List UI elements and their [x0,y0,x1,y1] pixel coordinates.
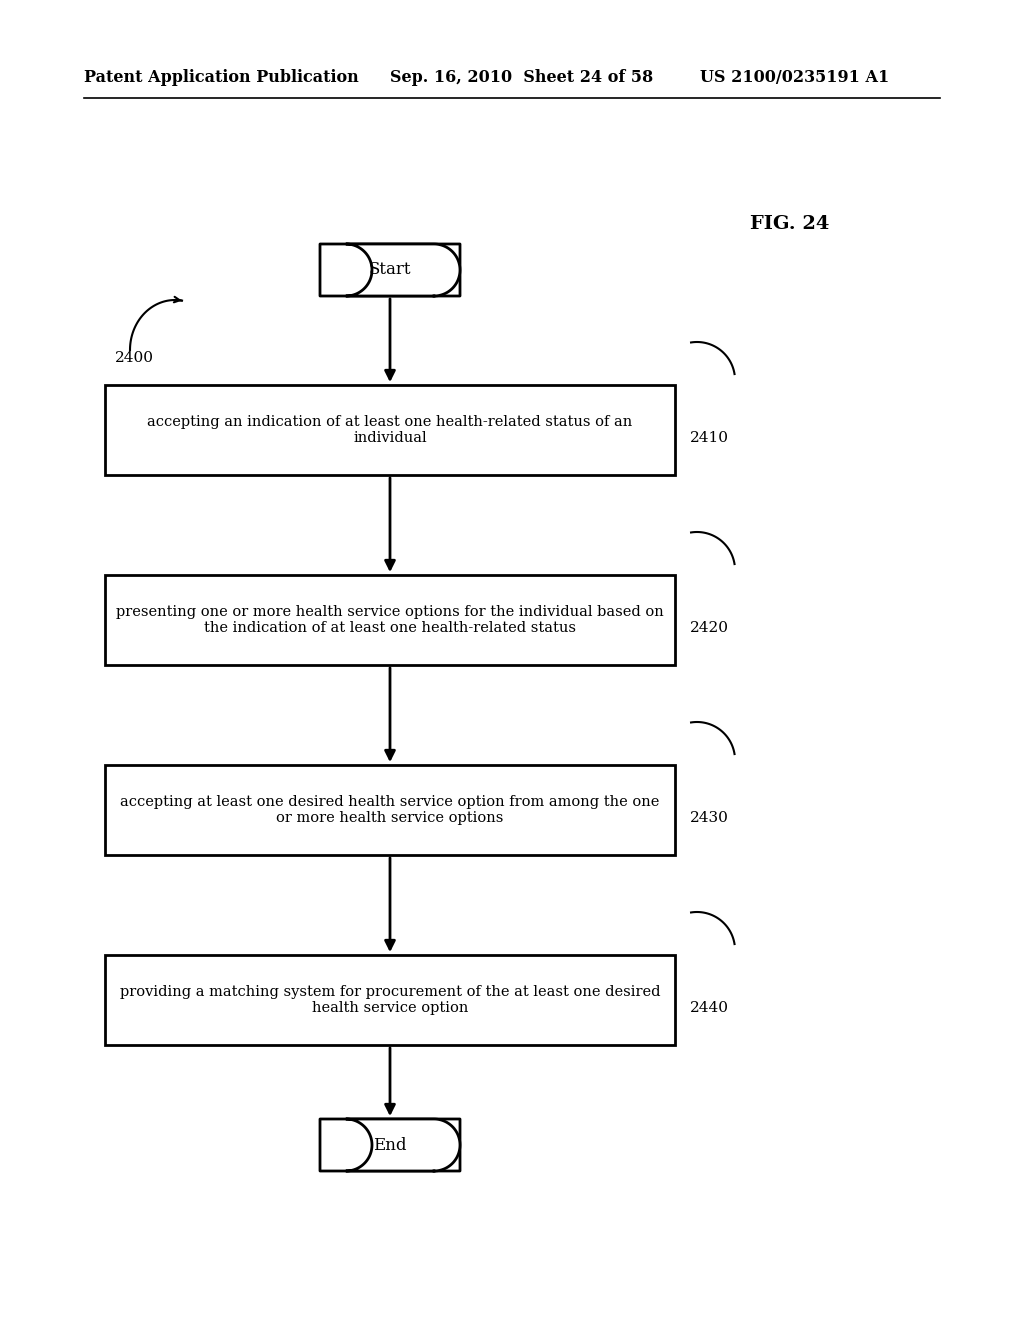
Polygon shape [346,1119,460,1171]
Text: 2430: 2430 [690,810,729,825]
Bar [105,954,675,1045]
Text: FIG. 24: FIG. 24 [750,215,829,234]
Text: 2440: 2440 [690,1001,729,1015]
FancyBboxPatch shape [319,1119,460,1171]
Text: providing a matching system for procurement of the at least one desired
health s: providing a matching system for procurem… [120,985,660,1015]
Text: Sep. 16, 2010  Sheet 24 of 58: Sep. 16, 2010 Sheet 24 of 58 [390,70,653,87]
Text: accepting an indication of at least one health-related status of an
individual: accepting an indication of at least one … [147,414,633,445]
Text: Start: Start [369,261,412,279]
FancyBboxPatch shape [319,244,460,296]
Text: 2420: 2420 [690,620,729,635]
Text: accepting at least one desired health service option from among the one
or more : accepting at least one desired health se… [120,795,659,825]
Text: End: End [374,1137,407,1154]
Bar [105,766,675,855]
Bar [105,576,675,665]
FancyBboxPatch shape [346,244,434,296]
Text: Patent Application Publication: Patent Application Publication [84,70,358,87]
Text: 2400: 2400 [115,351,154,366]
FancyBboxPatch shape [346,1119,434,1171]
Polygon shape [346,244,460,296]
Text: 2410: 2410 [690,432,729,445]
Bar [105,385,675,475]
Text: US 2100/0235191 A1: US 2100/0235191 A1 [700,70,889,87]
Text: presenting one or more health service options for the individual based on
the in: presenting one or more health service op… [116,605,664,635]
